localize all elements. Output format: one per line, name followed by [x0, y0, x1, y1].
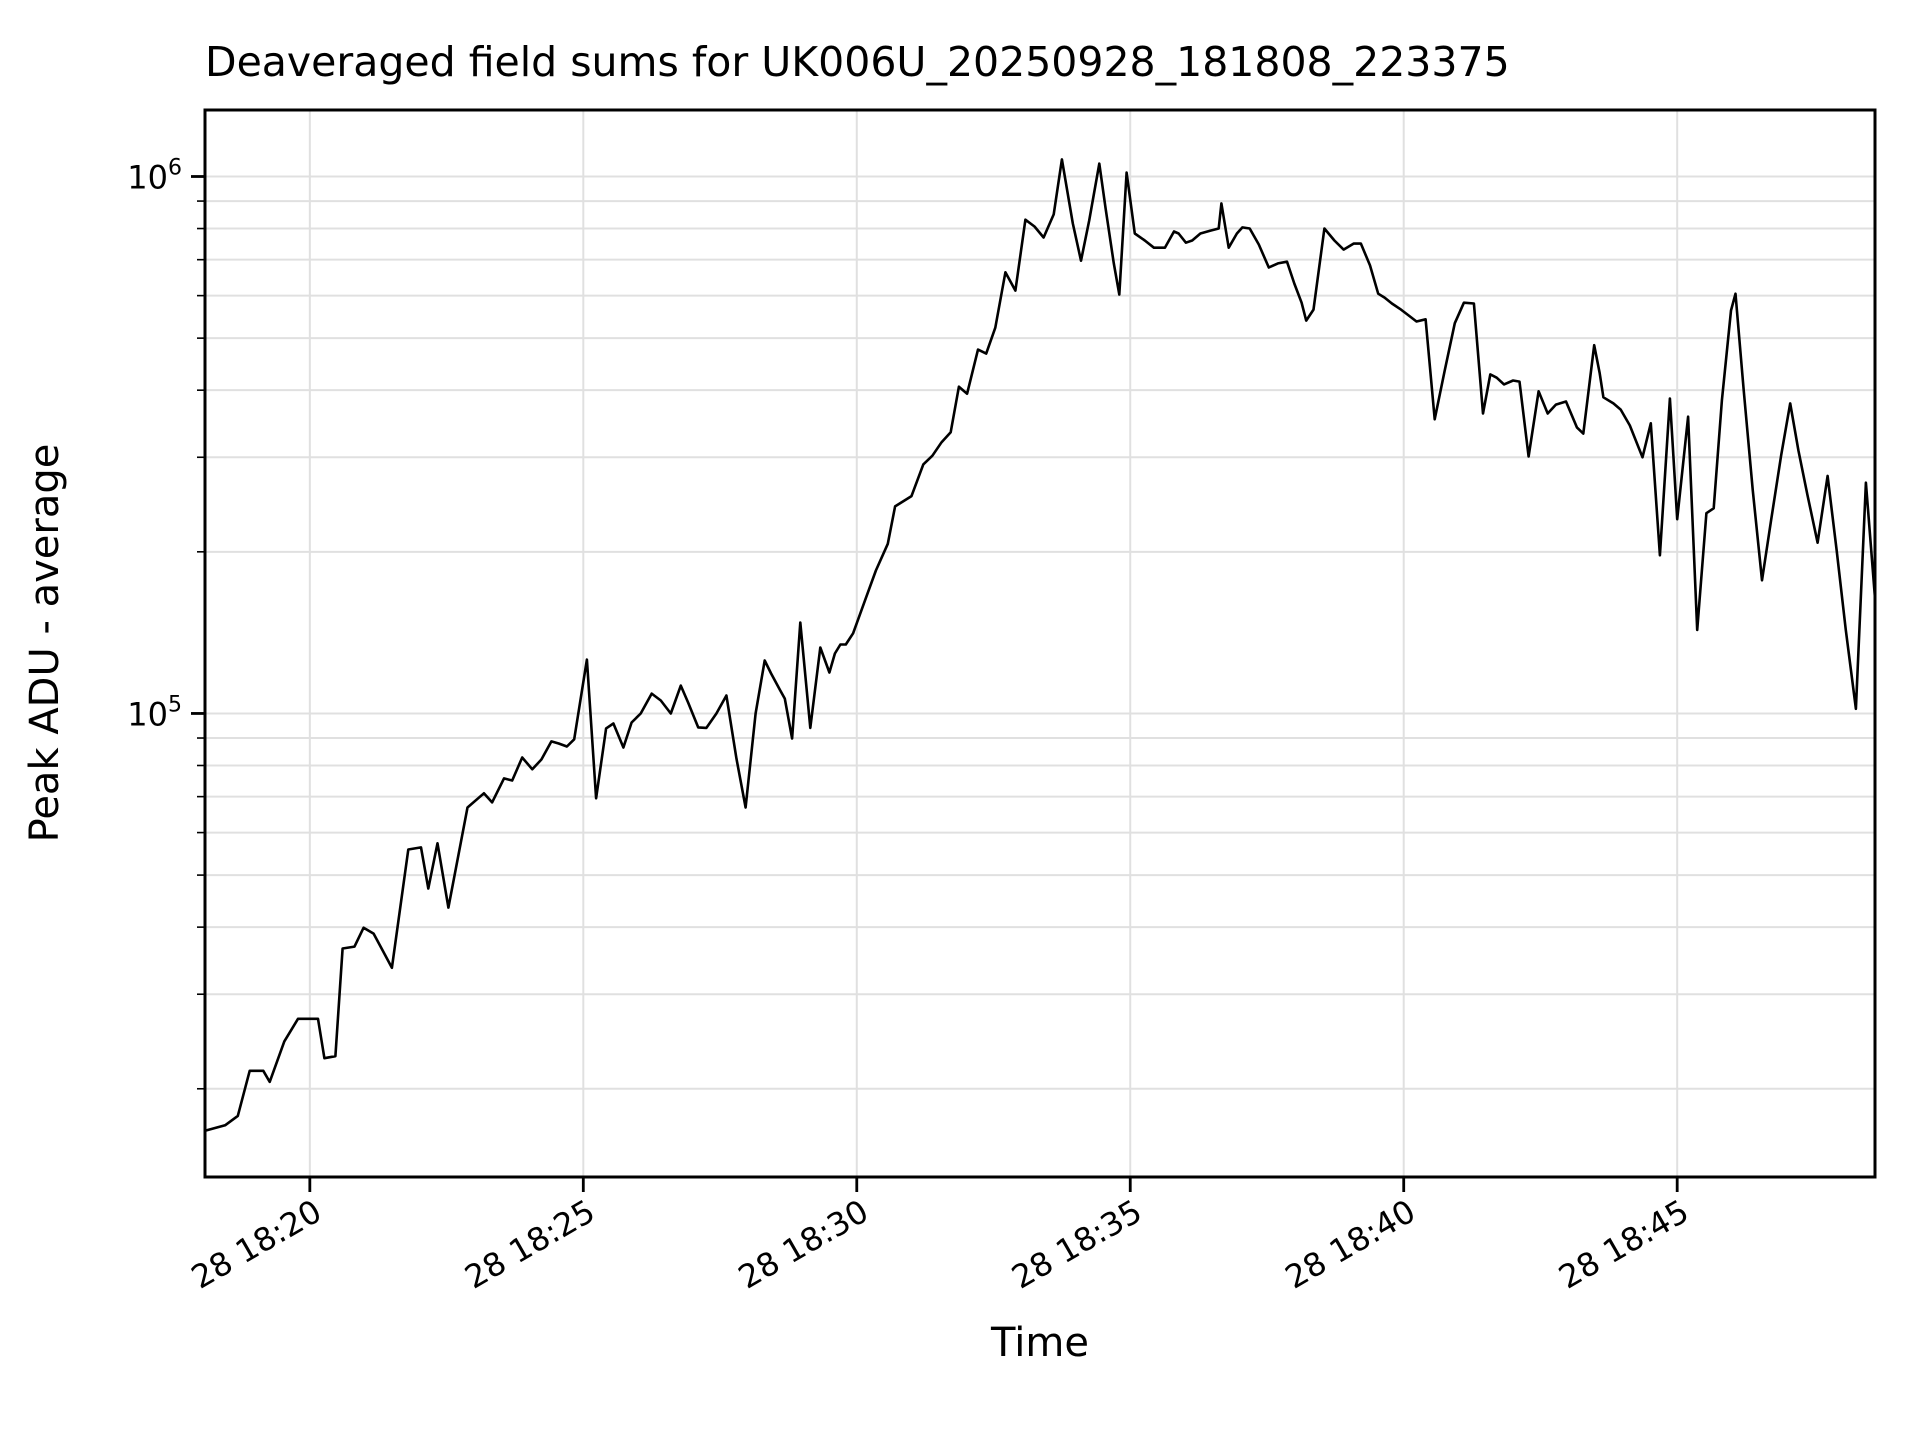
- x-tick-label: 28 18:35: [1005, 1192, 1148, 1296]
- chart-title: Deaveraged field sums for UK006U_2025092…: [205, 38, 1510, 86]
- y-axis-label: Peak ADU - average: [22, 444, 68, 843]
- y-tick-label: 106: [127, 156, 182, 197]
- data-series: [203, 158, 1877, 1133]
- gridlines: [205, 110, 1875, 1177]
- plot-border: [203, 108, 1877, 1179]
- x-tick-label: 28 18:40: [1279, 1192, 1422, 1296]
- x-tick-label: 28 18:30: [732, 1192, 875, 1296]
- x-axis-label: Time: [990, 1320, 1089, 1366]
- axes: 28 18:20 28 18:25 28 18:30 28 18:35 28 18:40…: [127, 108, 1877, 1296]
- x-tick-label: 28 18:45: [1552, 1192, 1695, 1296]
- x-tick-label: 28 18:20: [185, 1192, 328, 1296]
- x-tick-label: 28 18:25: [458, 1192, 601, 1296]
- y-tick-label: 105: [127, 692, 182, 733]
- data-line: [203, 158, 1877, 1133]
